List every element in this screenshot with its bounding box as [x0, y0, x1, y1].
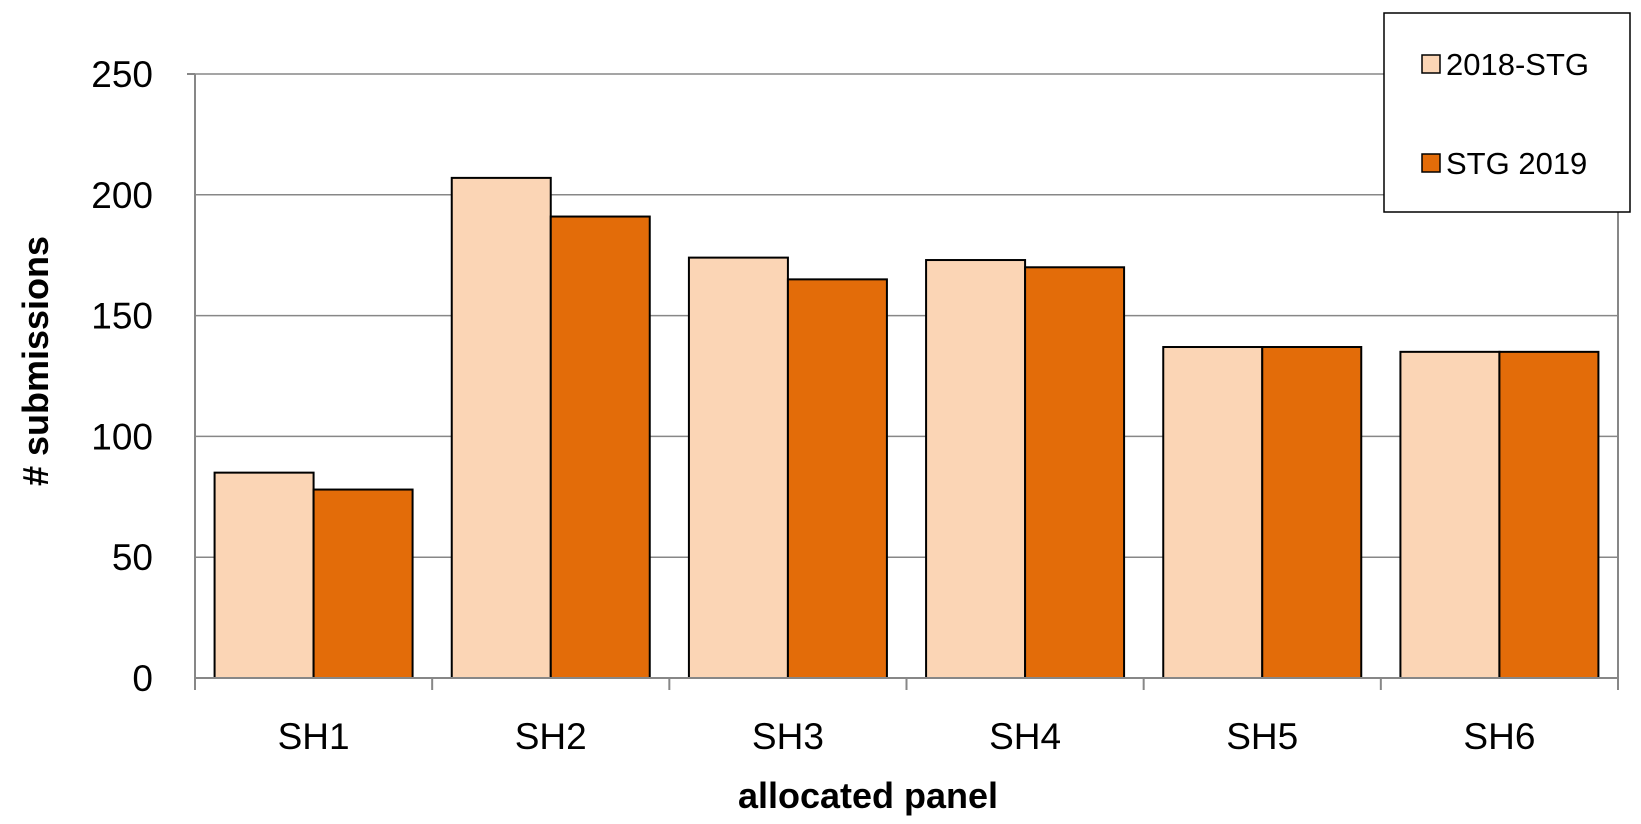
y-tick-label-50: 50	[112, 537, 153, 578]
x-tick-label-sh3: SH3	[752, 716, 824, 757]
bar-sh4-2018-stg	[925, 259, 1027, 679]
bars	[213, 176, 1600, 680]
legend-label-2018-stg: 2018-STG	[1446, 47, 1589, 82]
y-tick-label-100: 100	[91, 416, 153, 457]
bar-sh5-2018-stg	[1162, 346, 1264, 679]
gridlines	[195, 73, 1618, 558]
legend-swatch-stg-2019	[1421, 153, 1441, 173]
y-tick-label-150: 150	[91, 296, 153, 337]
x-tick-label-sh6: SH6	[1463, 716, 1535, 757]
x-axis-title: allocated panel	[738, 775, 998, 816]
bar-sh3-2018-stg	[687, 256, 789, 679]
bar-sh6-2018-stg	[1399, 350, 1501, 679]
bar-sh2-2018-stg	[450, 176, 552, 679]
x-tick-labels: SH1 SH2 SH3 SH4 SH5 SH6	[278, 716, 1536, 757]
legend-box	[1383, 12, 1631, 213]
x-tick-label-sh4: SH4	[989, 716, 1061, 757]
x-tick-label-sh2: SH2	[515, 716, 587, 757]
y-tick-label-250: 250	[91, 54, 153, 95]
bar-sh4-stg-2019	[1024, 266, 1126, 679]
bar-sh1-2018-stg	[213, 471, 315, 680]
x-tick-label-sh5: SH5	[1226, 716, 1298, 757]
y-tick-label-0: 0	[132, 658, 153, 699]
legend-swatch-2018-stg	[1421, 54, 1441, 74]
y-tick-label-200: 200	[91, 175, 153, 216]
axes	[187, 73, 1619, 690]
bar-sh3-stg-2019	[786, 278, 888, 679]
bar-sh2-stg-2019	[549, 215, 651, 679]
legend-label-stg-2019: STG 2019	[1446, 146, 1587, 181]
legend: 2018-STG STG 2019	[1383, 12, 1631, 213]
bar-sh5-stg-2019	[1261, 346, 1363, 679]
bar-sh6-stg-2019	[1498, 350, 1600, 679]
bar-sh1-stg-2019	[312, 488, 414, 679]
y-tick-labels: 0 50 100 150 200 250	[91, 54, 153, 699]
x-tick-label-sh1: SH1	[278, 716, 350, 757]
y-axis-title: # submissions	[15, 236, 56, 486]
